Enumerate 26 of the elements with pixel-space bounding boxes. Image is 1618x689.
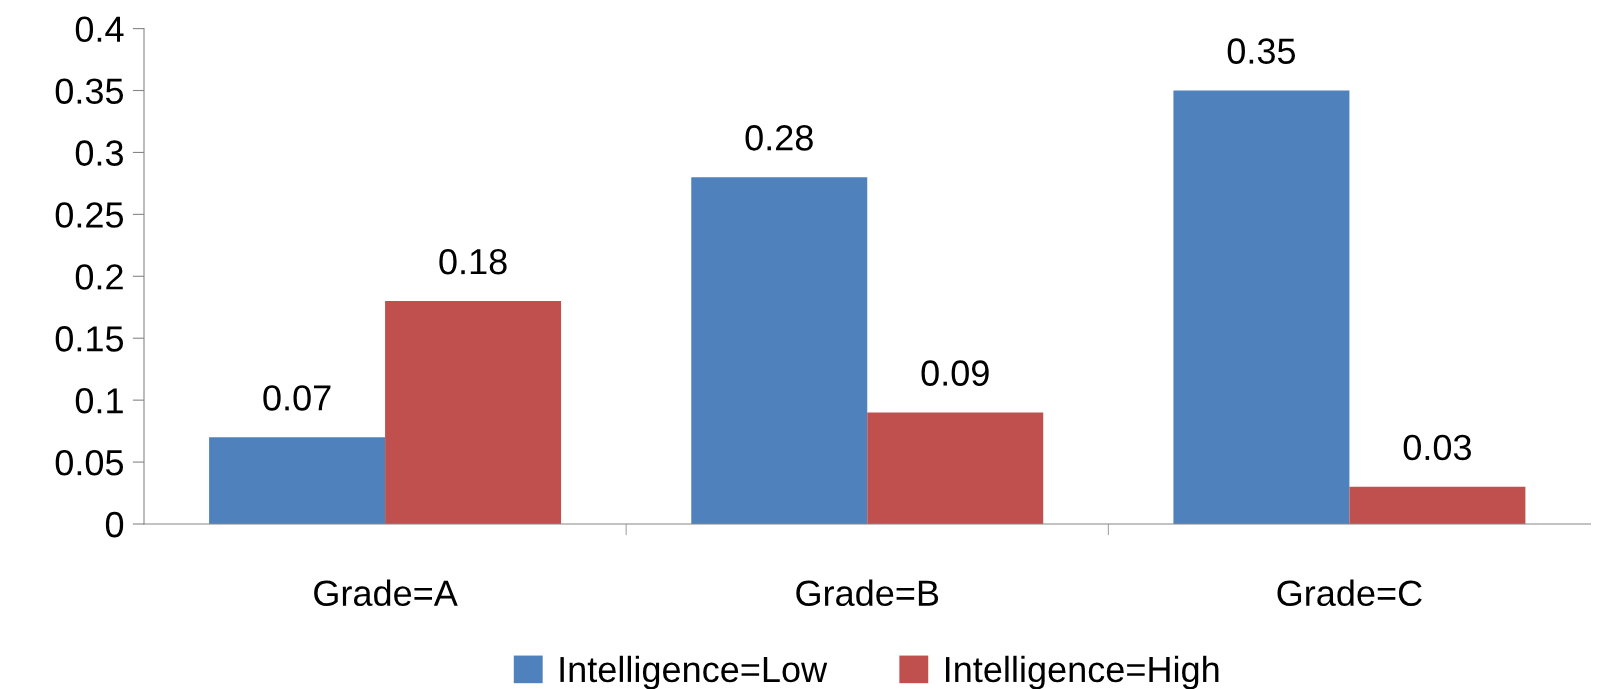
data-label: 0.35 <box>1227 38 1296 64</box>
y-tick-label: 0.1 <box>75 388 123 414</box>
y-tick-label: 0.05 <box>55 449 124 476</box>
bar <box>209 437 386 524</box>
y-tick-label: 0.15 <box>55 326 124 352</box>
bar <box>385 301 562 524</box>
legend-label: Intelligence=High <box>946 655 1219 689</box>
y-tick-label: 0 <box>105 511 124 538</box>
bar <box>691 177 868 524</box>
legend-label: Intelligence=Low <box>560 655 828 689</box>
y-tick-label: 0.25 <box>55 202 124 228</box>
data-label: 0.07 <box>263 385 331 411</box>
y-tick-label: 0.3 <box>75 140 123 166</box>
y-tick-label: 0.2 <box>75 264 123 290</box>
data-label: 0.09 <box>921 360 989 386</box>
data-label: 0.03 <box>1403 434 1471 461</box>
data-label: 0.28 <box>745 125 813 151</box>
bar <box>867 412 1044 524</box>
bar <box>1173 90 1350 524</box>
bar <box>1349 486 1526 524</box>
x-tick-label: Grade=B <box>796 579 939 607</box>
x-tick-label: Grade=A <box>314 579 458 607</box>
x-tick-label: Grade=C <box>1277 579 1422 607</box>
y-tick-label: 0.35 <box>55 78 124 104</box>
y-tick-label: 0.4 <box>75 16 124 43</box>
data-label: 0.18 <box>439 248 507 275</box>
